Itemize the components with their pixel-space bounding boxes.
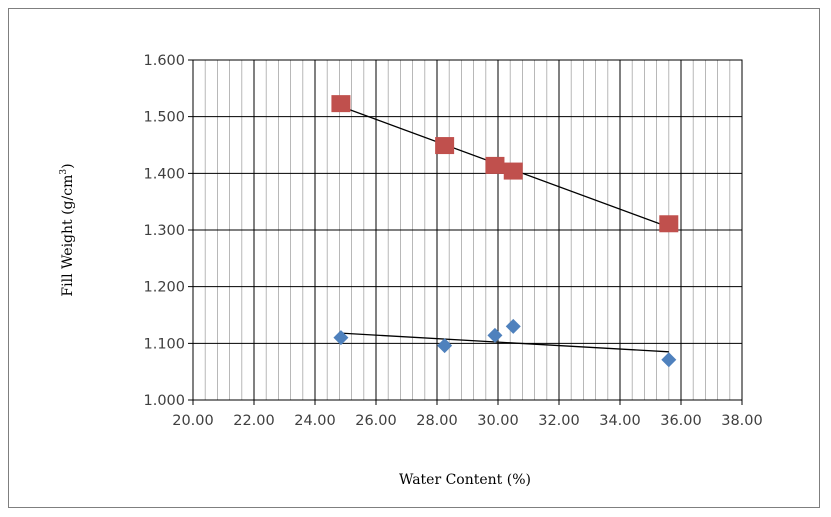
diamond-marker: [437, 338, 453, 354]
trendline: [340, 332, 669, 353]
square-marker: [659, 215, 679, 233]
x-tick-label: 24.00: [294, 413, 336, 429]
x-tick-label: 38.00: [721, 413, 763, 429]
square-marker: [435, 137, 455, 155]
square-marker: [331, 95, 351, 113]
x-tick-label: 32.00: [538, 413, 580, 429]
major-gridlines: [188, 59, 743, 405]
x-tick-label: 36.00: [660, 413, 702, 429]
x-tick-label: 22.00: [233, 413, 275, 429]
x-tick-label: 34.00: [599, 413, 641, 429]
y-axis-title: Fill Weight (g/cm3): [59, 163, 76, 296]
diamond-marker: [505, 318, 521, 334]
x-tick-label: 26.00: [355, 413, 397, 429]
x-tick-label: 20.00: [172, 413, 214, 429]
y-tick-label: 1.000: [143, 393, 185, 409]
square-marker: [485, 156, 505, 174]
y-tick-label: 1.500: [143, 110, 185, 126]
y-tick-label: 1.100: [143, 336, 185, 352]
y-axis-tick-labels: 1.000 1.100 1.200 1.300 1.400 1.500 1.600: [143, 53, 185, 409]
x-axis-tick-labels: 20.00 22.00 24.00 26.00 28.00 30.00 32.00 34.00…: [172, 413, 763, 429]
y-tick-label: 1.300: [143, 223, 185, 239]
chart-frame: [8, 8, 820, 508]
plot-area-border: [192, 59, 743, 401]
y-tick-label: 1.400: [143, 166, 185, 182]
diamond-marker: [487, 327, 503, 343]
diamond-marker: [333, 330, 349, 346]
data-points: [331, 95, 679, 368]
x-tick-label: 30.00: [477, 413, 519, 429]
square-marker: [503, 162, 523, 180]
y-tick-label: 1.600: [143, 53, 185, 69]
x-axis-title: Water Content (%): [399, 472, 531, 488]
diamond-marker: [661, 352, 677, 368]
x-tick-label: 28.00: [416, 413, 458, 429]
y-tick-label: 1.200: [143, 280, 185, 296]
